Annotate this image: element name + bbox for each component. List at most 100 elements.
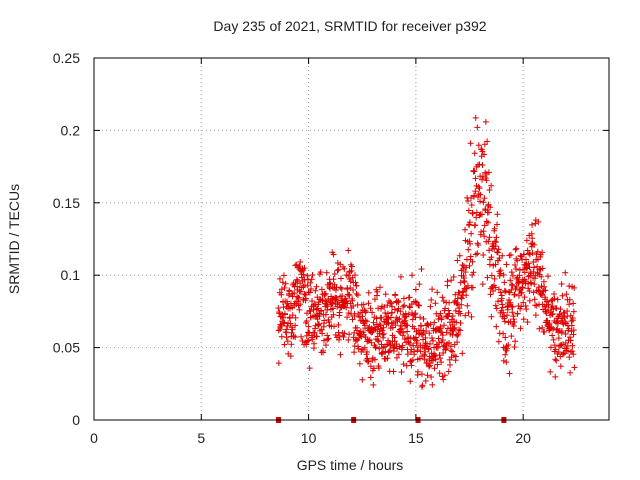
data-point — [416, 302, 423, 309]
data-point — [530, 264, 537, 271]
data-point — [364, 348, 371, 355]
data-points — [275, 114, 578, 390]
data-point — [275, 305, 282, 312]
data-point — [286, 315, 293, 322]
data-point — [524, 319, 531, 326]
data-point — [491, 225, 498, 232]
data-point — [445, 307, 452, 314]
data-point — [443, 342, 450, 349]
data-point — [396, 315, 403, 322]
data-point — [559, 292, 566, 299]
data-point — [479, 281, 486, 288]
data-point — [340, 333, 347, 340]
data-point — [397, 273, 404, 280]
data-point — [418, 371, 425, 378]
data-point — [529, 249, 536, 256]
data-point — [384, 310, 391, 317]
data-point — [368, 339, 375, 346]
data-point — [307, 308, 314, 315]
data-point — [287, 320, 294, 327]
chart-title: Day 235 of 2021, SRMTID for receiver p39… — [213, 18, 486, 34]
data-point — [504, 312, 511, 319]
data-point — [553, 357, 560, 364]
data-point — [547, 368, 554, 375]
data-point — [365, 358, 372, 365]
data-point — [353, 290, 360, 297]
data-point — [486, 186, 493, 193]
data-point — [277, 321, 284, 328]
data-point — [506, 252, 513, 259]
data-point — [472, 222, 479, 229]
data-point — [511, 344, 518, 351]
data-point — [343, 297, 350, 304]
data-point — [509, 272, 516, 279]
data-point — [332, 286, 339, 293]
data-point — [456, 289, 463, 296]
data-point — [486, 234, 493, 241]
data-point — [434, 289, 441, 296]
data-point — [375, 338, 382, 345]
data-point — [367, 305, 374, 312]
data-point — [414, 347, 421, 354]
data-point — [490, 288, 497, 295]
data-point — [367, 363, 374, 370]
data-point — [474, 250, 481, 257]
data-point — [476, 185, 483, 192]
data-point — [397, 328, 404, 335]
data-point — [393, 354, 400, 361]
data-point — [418, 383, 425, 390]
data-point — [500, 271, 507, 278]
data-point — [491, 238, 498, 245]
data-point — [454, 332, 461, 339]
data-point — [457, 319, 464, 326]
data-point — [374, 333, 381, 340]
data-point — [513, 266, 520, 273]
data-point — [321, 317, 328, 324]
data-point — [296, 306, 303, 313]
data-point — [377, 284, 384, 291]
data-point — [428, 335, 435, 342]
data-point — [278, 291, 285, 298]
data-point — [411, 351, 418, 358]
data-point — [569, 342, 576, 349]
data-point — [344, 286, 351, 293]
data-point — [344, 314, 351, 321]
data-point — [538, 291, 545, 298]
data-point — [352, 279, 359, 286]
data-point — [557, 363, 564, 370]
data-point — [485, 169, 492, 176]
data-point — [287, 353, 294, 360]
data-point — [427, 303, 434, 310]
data-point — [552, 346, 559, 353]
data-point — [507, 299, 514, 306]
data-point — [508, 286, 515, 293]
data-point — [297, 258, 304, 265]
data-point — [466, 238, 473, 245]
data-point — [479, 162, 486, 169]
data-point — [512, 261, 519, 268]
data-point — [371, 356, 378, 363]
data-point — [318, 308, 325, 315]
data-point — [462, 226, 469, 233]
data-point — [288, 341, 295, 348]
data-point — [423, 328, 430, 335]
data-point — [426, 330, 433, 337]
data-point — [539, 324, 546, 331]
data-point — [446, 299, 453, 306]
data-point — [438, 314, 445, 321]
data-point — [404, 322, 411, 329]
data-point — [309, 298, 316, 305]
data-point — [337, 351, 344, 358]
data-point — [418, 266, 425, 273]
data-point — [511, 291, 518, 298]
data-point — [521, 294, 528, 301]
data-point — [461, 275, 468, 282]
data-point — [463, 292, 470, 299]
data-point — [381, 304, 388, 311]
data-point — [479, 148, 486, 155]
data-point — [356, 360, 363, 367]
data-point — [570, 327, 577, 334]
data-point — [448, 277, 455, 284]
data-point — [485, 209, 492, 216]
